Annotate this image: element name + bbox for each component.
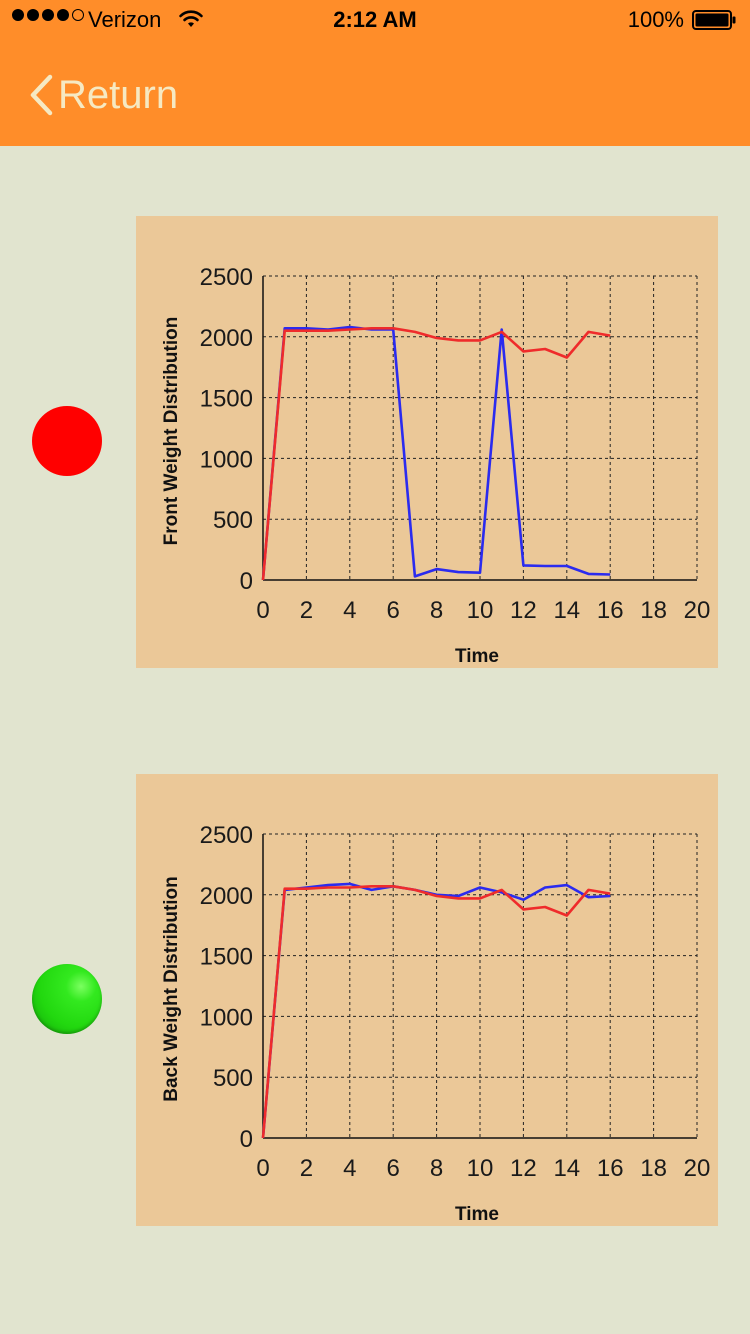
x-tick-label: 2 bbox=[300, 597, 313, 624]
chevron-left-icon bbox=[30, 74, 53, 116]
x-tick-label: 2 bbox=[300, 1155, 313, 1182]
y-tick-label: 1500 bbox=[200, 944, 253, 971]
x-tick-label: 14 bbox=[553, 597, 580, 624]
front-status-indicator bbox=[32, 406, 102, 476]
battery-percentage: 100% bbox=[627, 7, 684, 32]
back-weight-chart-svg: 0 2 4 6 8 10 12 14 16 18 20 0 500 1000 1500 2000 2500 Tim… bbox=[161, 822, 711, 1225]
y-tick-label: 2000 bbox=[200, 325, 253, 352]
x-tick-label: 18 bbox=[640, 597, 667, 624]
signal-dot bbox=[42, 9, 54, 21]
y-tick-label: 2500 bbox=[200, 264, 253, 291]
y-axis-title: Back Weight Distribution bbox=[161, 876, 182, 1102]
y-tick-label: 2000 bbox=[200, 883, 253, 910]
y-tick-label: 2500 bbox=[200, 822, 253, 849]
battery-icon bbox=[692, 10, 736, 30]
front-weight-chart-svg: 0 2 4 6 8 10 12 14 16 18 20 0 500 1000 1500 2000 2500 Tim… bbox=[161, 264, 711, 667]
x-tick-label: 0 bbox=[256, 597, 269, 624]
x-tick-label: 20 bbox=[684, 597, 711, 624]
back-weight-chart: 0 2 4 6 8 10 12 14 16 18 20 0 500 1000 1500 2000 2500 Tim… bbox=[136, 774, 718, 1226]
x-tick-label: 8 bbox=[430, 1155, 443, 1182]
y-tick-label: 0 bbox=[240, 1126, 253, 1153]
x-tick-label: 6 bbox=[387, 597, 400, 624]
signal-dot bbox=[72, 9, 84, 21]
x-tick-label: 10 bbox=[467, 1155, 494, 1182]
y-tick-label: 1000 bbox=[200, 1004, 253, 1031]
clock: 2:12 AM bbox=[333, 7, 417, 32]
x-tick-label: 0 bbox=[256, 1155, 269, 1182]
status-bar: Verizon 2:12 AM 100% bbox=[0, 0, 750, 40]
x-tick-label: 18 bbox=[640, 1155, 667, 1182]
x-tick-label: 6 bbox=[387, 1155, 400, 1182]
front-weight-chart: 0 2 4 6 8 10 12 14 16 18 20 0 500 1000 1500 2000 2500 Tim… bbox=[136, 216, 718, 668]
x-tick-label: 10 bbox=[467, 597, 494, 624]
x-tick-label: 12 bbox=[510, 1155, 537, 1182]
x-tick-label: 8 bbox=[430, 597, 443, 624]
x-tick-label: 12 bbox=[510, 597, 537, 624]
return-label: Return bbox=[58, 72, 179, 117]
series-line-2 bbox=[261, 885, 611, 1139]
signal-strength-icon bbox=[12, 9, 84, 21]
x-tick-label: 14 bbox=[553, 1155, 580, 1182]
return-button[interactable]: Return bbox=[28, 70, 178, 120]
x-axis-title: Time bbox=[455, 1204, 499, 1225]
wifi-icon bbox=[179, 10, 203, 27]
signal-dot bbox=[12, 9, 24, 21]
back-status-indicator bbox=[32, 964, 102, 1034]
series-line-2 bbox=[261, 327, 611, 581]
signal-dot bbox=[57, 9, 69, 21]
signal-dot bbox=[27, 9, 39, 21]
x-tick-label: 16 bbox=[597, 597, 624, 624]
x-tick-label: 4 bbox=[343, 597, 356, 624]
carrier-label: Verizon bbox=[88, 7, 162, 32]
y-tick-label: 500 bbox=[213, 1065, 253, 1092]
x-tick-label: 16 bbox=[597, 1155, 624, 1182]
x-tick-label: 4 bbox=[343, 1155, 356, 1182]
x-tick-label: 20 bbox=[684, 1155, 711, 1182]
series-line-1 bbox=[261, 325, 611, 581]
navigation-bar: Return bbox=[0, 40, 750, 146]
y-tick-label: 500 bbox=[213, 507, 253, 534]
y-tick-label: 0 bbox=[240, 568, 253, 595]
y-tick-label: 1500 bbox=[200, 386, 253, 413]
x-axis-title: Time bbox=[455, 646, 499, 667]
y-tick-label: 1000 bbox=[200, 446, 253, 473]
y-axis-title: Front Weight Distribution bbox=[161, 317, 182, 546]
